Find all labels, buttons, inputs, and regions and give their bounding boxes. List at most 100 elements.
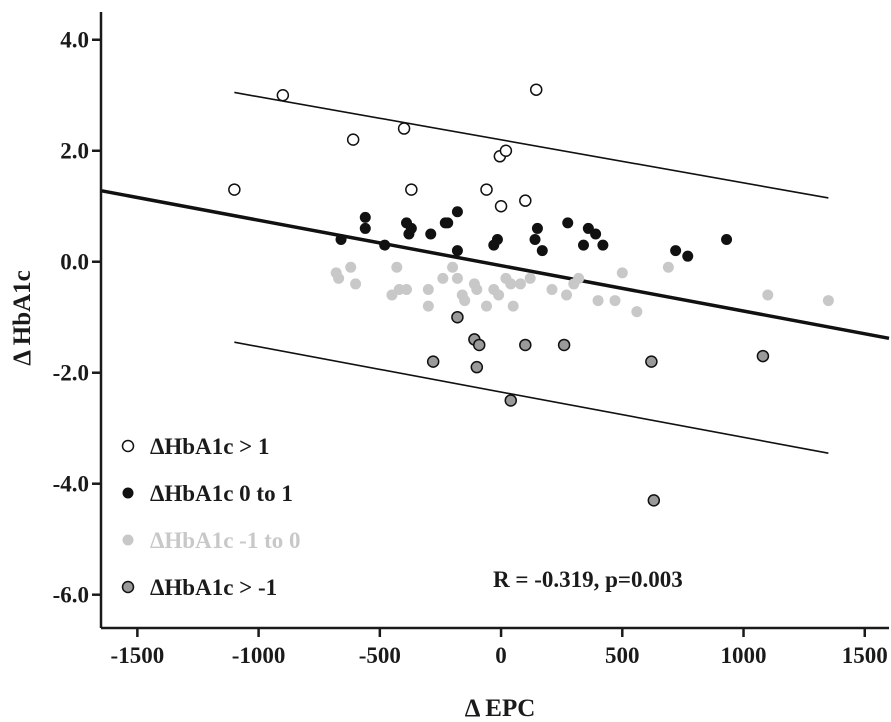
data-point: [345, 261, 357, 273]
data-point: [470, 360, 484, 374]
data-point: [631, 306, 643, 318]
data-point: [514, 278, 526, 290]
data-point: [451, 206, 463, 218]
legend-label: ΔHbA1c > -1: [150, 575, 277, 600]
data-point: [597, 239, 609, 251]
data-point: [426, 355, 440, 368]
correlation-annotation: R = -0.319, p=0.003: [493, 567, 683, 592]
x-axis-title: Δ EPC: [465, 695, 536, 722]
data-point: [762, 289, 774, 301]
data-point: [491, 234, 503, 246]
legend-marker: [122, 534, 134, 546]
x-tick-label: -500: [359, 643, 401, 668]
data-point: [645, 355, 658, 368]
data-point: [451, 310, 464, 324]
data-point: [493, 289, 505, 301]
data-point: [405, 183, 418, 196]
y-axis-title: Δ HbA1c: [9, 270, 36, 366]
series-2: [335, 206, 733, 262]
legend-label: ΔHbA1c -1 to 0: [150, 528, 301, 553]
data-point: [536, 245, 548, 257]
data-point: [422, 283, 434, 295]
data-point: [519, 338, 532, 352]
y-tick-label: 0.0: [60, 250, 89, 275]
legend-marker: [122, 487, 134, 499]
data-point: [379, 239, 391, 251]
legend: ΔHbA1c > 1 ΔHbA1c 0 to 1 ΔHbA1c -1 to 0 ΔHb…: [121, 434, 301, 600]
data-point: [346, 133, 360, 146]
data-point: [451, 245, 463, 257]
data-point: [529, 83, 543, 96]
data-point: [401, 283, 413, 295]
data-point: [459, 295, 471, 307]
data-point: [276, 88, 290, 102]
series-1: [228, 83, 543, 213]
upper-band-line: [234, 91, 829, 199]
data-point: [662, 261, 674, 273]
data-point: [391, 261, 403, 273]
series-4: [426, 310, 770, 507]
regression-line: [100, 188, 890, 341]
data-point: [425, 228, 437, 240]
legend-label: ΔHbA1c > 1: [150, 434, 270, 459]
data-point: [609, 295, 621, 307]
axes: [92, 12, 889, 637]
data-point: [590, 228, 602, 240]
data-point: [670, 245, 682, 257]
data-point: [647, 494, 661, 507]
data-point: [682, 250, 694, 262]
data-point: [577, 239, 589, 251]
x-tick-label: 1500: [842, 643, 888, 668]
series-3: [330, 261, 834, 318]
y-tick-label: -4.0: [53, 472, 89, 497]
data-point: [546, 283, 558, 295]
data-point: [472, 338, 486, 352]
data-point: [562, 217, 574, 229]
data-point: [507, 300, 519, 312]
data-point: [519, 194, 532, 207]
data-points: [228, 83, 834, 507]
x-tick-label: -1500: [111, 643, 165, 668]
x-tick-label: -1000: [232, 643, 286, 668]
data-point: [592, 295, 604, 307]
legend-marker: [121, 439, 135, 453]
data-point: [397, 122, 411, 135]
data-point: [471, 283, 483, 295]
data-point: [531, 222, 543, 234]
lower-band-line: [234, 341, 829, 454]
data-point: [494, 199, 508, 213]
data-point: [524, 272, 536, 284]
data-point: [447, 261, 459, 273]
data-point: [616, 267, 628, 279]
data-point: [359, 211, 371, 223]
data-point: [451, 272, 463, 284]
y-tick-label: -2.0: [53, 361, 89, 386]
legend-marker: [121, 580, 135, 594]
x-tick-label: 0: [495, 643, 507, 668]
data-point: [480, 183, 493, 196]
data-point: [442, 217, 454, 229]
data-point: [350, 278, 362, 290]
data-point: [756, 349, 770, 363]
data-point: [505, 278, 517, 290]
tick-labels: 4.0 2.0 0.0 -2.0 -4.0 -6.0 -1500 -1000 -500 0 500 1…: [53, 28, 888, 668]
x-tick-label: 1000: [721, 643, 767, 668]
data-point: [228, 183, 241, 196]
data-point: [721, 234, 733, 246]
y-tick-label: 2.0: [60, 139, 89, 164]
data-point: [822, 295, 834, 307]
data-point: [333, 272, 345, 284]
data-point: [504, 394, 518, 407]
fit-lines: [100, 91, 890, 454]
data-point: [422, 300, 434, 312]
data-point: [499, 144, 513, 157]
data-point: [437, 272, 449, 284]
data-point: [557, 338, 571, 352]
y-tick-label: -6.0: [53, 583, 89, 608]
y-tick-label: 4.0: [60, 28, 89, 53]
data-point: [405, 222, 417, 234]
data-point: [335, 234, 347, 246]
data-point: [573, 272, 585, 284]
legend-label: ΔHbA1c 0 to 1: [150, 481, 293, 506]
